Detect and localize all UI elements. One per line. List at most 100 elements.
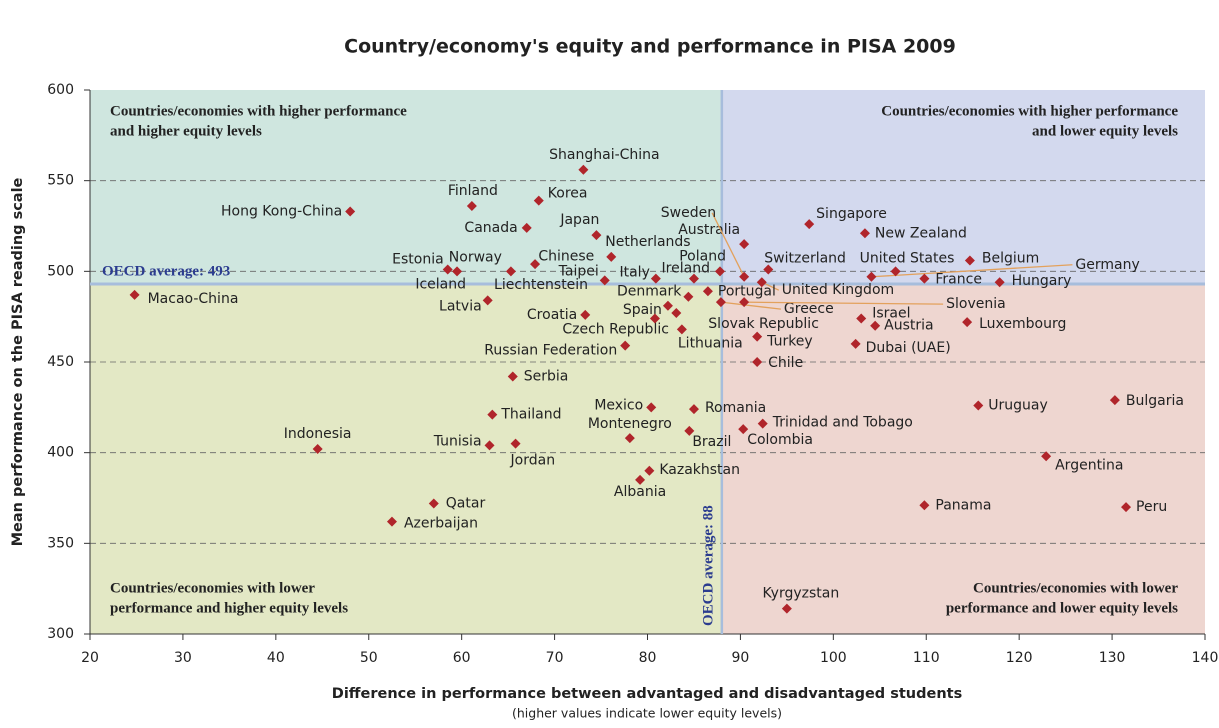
point	[650, 273, 661, 284]
point	[739, 271, 750, 282]
point	[739, 239, 750, 250]
point	[1109, 395, 1120, 406]
y-axis-label: Mean performance on the PISA reading sca…	[10, 177, 26, 546]
point-label: Argentina	[1055, 457, 1123, 473]
point-label: Russian Federation	[484, 343, 617, 359]
point-label: Qatar	[446, 495, 486, 511]
point-label: Israel	[872, 305, 910, 321]
x-tick-label: 60	[453, 650, 471, 666]
x-tick-label: 90	[732, 650, 750, 666]
quadrant-bg	[721, 284, 1205, 634]
point-label: Kazakhstan	[659, 462, 740, 478]
point	[752, 357, 763, 367]
reference-label: OECD average: 88	[700, 505, 716, 626]
point-label: Panama	[935, 497, 991, 513]
quadrant-text: and lower equity levels	[1032, 123, 1178, 139]
point	[484, 440, 495, 451]
point-label: Iceland	[415, 276, 466, 292]
quadrant-bg	[90, 284, 722, 634]
point-label: Poland	[679, 248, 726, 264]
point	[890, 266, 901, 277]
x-axis-label: Difference in performance between advant…	[332, 686, 962, 702]
point	[635, 474, 646, 485]
point	[510, 438, 521, 449]
leader-line	[871, 264, 1073, 278]
point	[683, 291, 694, 302]
x-tick-label: 70	[546, 650, 564, 666]
point-label: Hong Kong-China	[221, 203, 342, 219]
point	[781, 603, 792, 614]
point	[345, 206, 356, 217]
point-label: Lithuania	[678, 335, 743, 351]
quadrant-text: Countries/economies with lower	[973, 580, 1178, 596]
point	[738, 424, 749, 435]
y-tick-label: 350	[47, 535, 74, 551]
point	[859, 228, 870, 239]
y-tick-label: 450	[47, 354, 74, 370]
point	[962, 317, 973, 328]
point-label: Albania	[614, 484, 666, 500]
y-tick-label: 500	[47, 263, 74, 279]
point-label: Colombia	[747, 432, 813, 448]
point-label: Peru	[1136, 499, 1167, 515]
point-label: Singapore	[816, 206, 887, 222]
point-label: Uruguay	[988, 398, 1048, 414]
point-label: Austria	[884, 318, 933, 334]
point	[919, 500, 930, 511]
point	[715, 297, 726, 308]
x-tick-label: 40	[267, 650, 285, 666]
point-label: Denmark	[617, 284, 682, 300]
x-tick-label: 130	[1099, 650, 1126, 666]
x-tick-label: 100	[820, 650, 847, 666]
quadrant-bg	[90, 90, 722, 285]
point-label: Spain	[623, 302, 662, 318]
point-label: Latvia	[439, 298, 482, 314]
point	[428, 498, 439, 509]
y-tick-label: 400	[47, 445, 74, 461]
point	[763, 264, 774, 275]
point	[688, 404, 699, 415]
x-tick-label: 80	[639, 650, 657, 666]
point	[129, 289, 140, 300]
point-label: Slovenia	[946, 296, 1006, 312]
point-label: Chinese Taipei	[538, 248, 598, 279]
point-label: Portugal	[718, 283, 776, 299]
point	[312, 444, 323, 455]
quadrant-text: performance and lower equity levels	[946, 600, 1178, 616]
point-label: Montenegro	[588, 416, 672, 432]
y-tick-label: 600	[47, 82, 74, 98]
point-label: Switzerland	[764, 251, 846, 267]
point-label: Mexico	[594, 397, 643, 413]
point-label: Ireland	[662, 261, 710, 277]
point	[714, 266, 725, 277]
point	[850, 338, 861, 349]
point	[856, 313, 867, 324]
leader-line	[711, 212, 745, 278]
point	[644, 465, 655, 476]
quadrant-text: and higher equity levels	[110, 123, 262, 139]
point-label: Thailand	[500, 407, 561, 423]
point	[804, 219, 815, 230]
point	[702, 286, 713, 297]
point	[505, 266, 516, 277]
quadrant-text: Countries/economies with lower	[110, 580, 315, 596]
point	[578, 164, 589, 175]
x-tick-label: 30	[174, 650, 192, 666]
point-label: Luxembourg	[979, 316, 1066, 332]
point-label: France	[935, 272, 982, 288]
point	[671, 308, 682, 319]
point-label: Macao-China	[148, 291, 239, 307]
point-label: Tunisia	[433, 433, 482, 449]
point-label: Indonesia	[284, 426, 352, 442]
point-label: Korea	[548, 186, 588, 202]
point	[964, 255, 975, 266]
point	[757, 418, 768, 429]
point	[442, 264, 453, 275]
point-label: Italy	[619, 265, 649, 281]
x-tick-label: 140	[1192, 650, 1219, 666]
point	[739, 297, 750, 308]
point-label: Kyrgyzstan	[763, 586, 840, 602]
point	[620, 340, 631, 351]
point-label: Norway	[449, 249, 502, 265]
point-label: Azerbaijan	[404, 516, 478, 532]
